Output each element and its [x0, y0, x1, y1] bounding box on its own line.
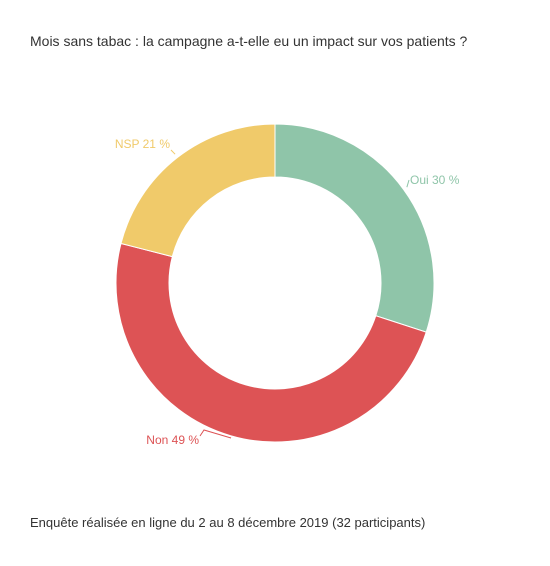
leader-line-oui — [406, 179, 410, 188]
chart-title: Mois sans tabac : la campagne a-t-elle e… — [30, 33, 468, 49]
chart-footnote: Enquête réalisée en ligne du 2 au 8 déce… — [30, 515, 426, 530]
leader-line-nsp — [170, 149, 176, 155]
donut-slice-nsp[interactable] — [120, 123, 276, 258]
donut-slice-non[interactable] — [115, 242, 427, 443]
slice-label-oui: Oui 30 % — [410, 173, 460, 187]
slice-label-nsp: NSP 21 % — [115, 137, 170, 151]
donut-slice-oui[interactable] — [274, 123, 435, 333]
slice-label-non: Non 49 % — [146, 433, 199, 447]
leader-line-non — [199, 429, 232, 439]
